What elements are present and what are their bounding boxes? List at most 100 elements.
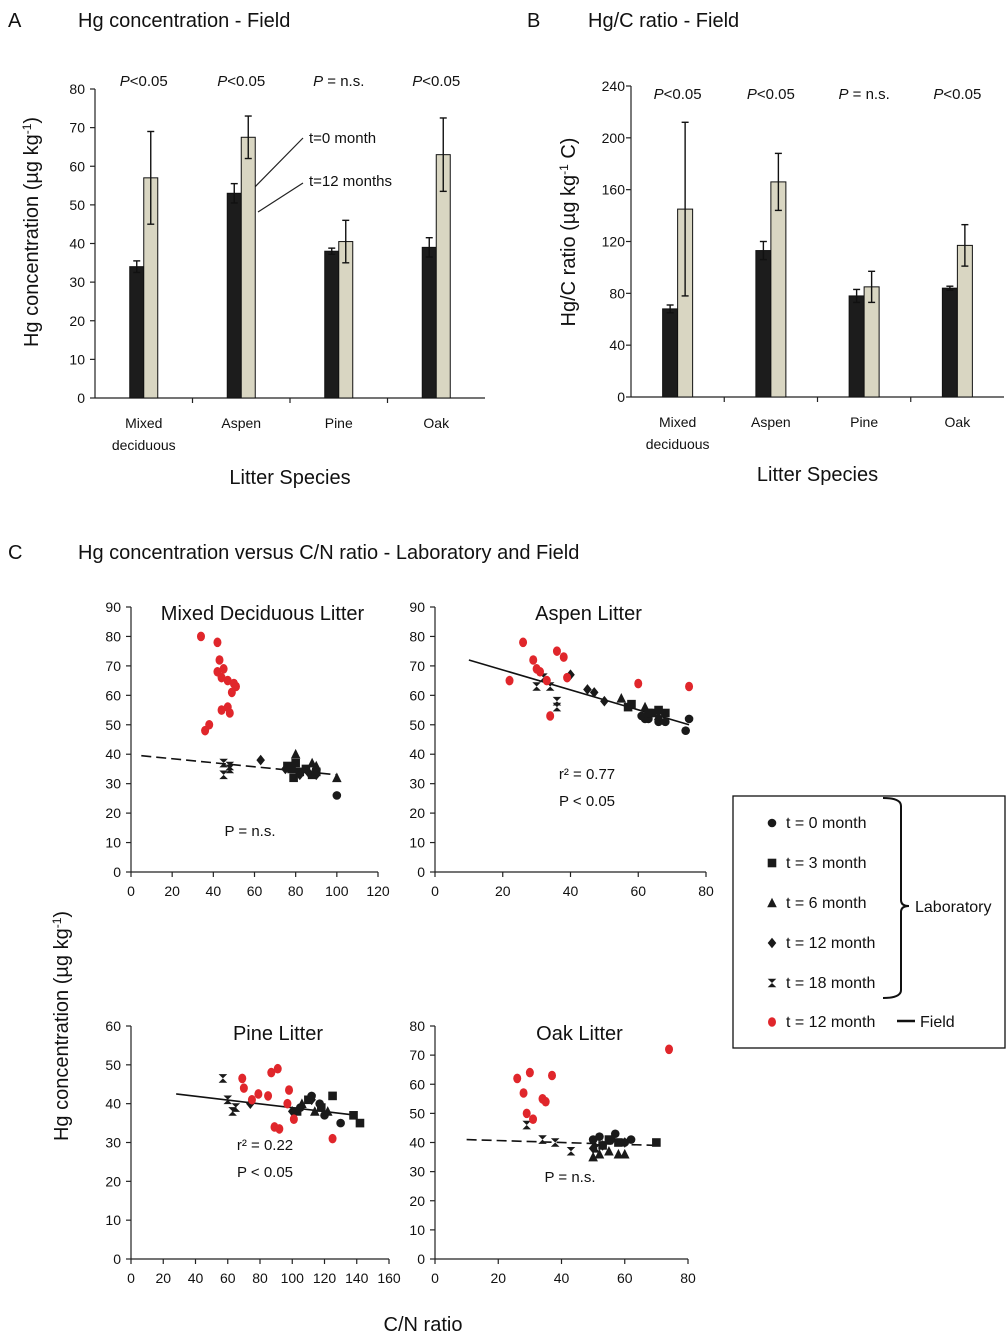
y-tick-label: 50: [69, 197, 85, 213]
lab-point: [652, 1138, 661, 1147]
stat-label: P < 0.05: [559, 793, 615, 810]
lab-point: [332, 791, 342, 800]
legend: t = 0 month t = 3 month t = 6 month t = 12 …: [732, 795, 1006, 1049]
lab-point: [297, 1098, 307, 1108]
y-tick-label: 60: [409, 687, 425, 703]
y-tick-label: 10: [105, 835, 121, 851]
category-label: Mixed: [125, 415, 162, 431]
bar: [240, 136, 256, 399]
y-tick-label: 0: [617, 389, 625, 405]
lab-point: [219, 758, 228, 768]
legend-item-label: t = 6 month: [786, 895, 867, 912]
lab-point: [223, 1095, 233, 1105]
stat-label: r² = 0.77: [559, 766, 615, 783]
legend-item-label: t = 3 month: [786, 855, 867, 872]
lab-point: [616, 692, 627, 703]
scatter-c4: 0 10 20 30 40 50 60 70 80 0 20 40 60 80 Oak Litter P = …: [409, 1018, 696, 1286]
panel-a-series-callouts: t=0 month t=12 months: [244, 130, 392, 213]
lab-point: [283, 761, 292, 771]
field-point: [217, 672, 226, 683]
plot-title: Mixed Deciduous Litter: [161, 603, 365, 625]
field-point: [685, 681, 694, 692]
callout-line-t12: [257, 182, 304, 213]
field-point: [247, 1094, 256, 1105]
y-tick-label: 40: [105, 1096, 121, 1112]
lab-point: [594, 1148, 605, 1159]
bar-chart-b: 0 40 80 120 160 200 240 Mixed deciduous P<0.05 Asp…: [557, 78, 1004, 486]
field-point: [529, 655, 538, 665]
scatter-x-axis-label: C/N ratio: [384, 1314, 463, 1336]
y-tick-label: 20: [105, 1173, 121, 1189]
legend-laboratory-bracket: [882, 797, 910, 999]
lab-point: [654, 705, 663, 715]
lab-point: [598, 1140, 607, 1151]
x-tick-label: 20: [495, 883, 511, 899]
legend-marker: [767, 937, 777, 949]
scatter-c2: 0 10 20 30 40 50 60 70 80 90 0 20 40 60 80 Aspen Litter…: [409, 599, 714, 899]
y-tick-label: 70: [69, 120, 85, 136]
lab-point: [311, 769, 321, 781]
x-tick-label: 120: [366, 883, 390, 899]
x-tick-label: 160: [377, 1270, 401, 1286]
field-point: [213, 637, 222, 648]
bar: [755, 250, 772, 398]
legend-marker: [768, 1017, 776, 1027]
lab-point: [310, 1106, 320, 1116]
panel-a-letter: A: [8, 10, 22, 32]
y-axis-label: Hg/C ratio (µg kg-1 C): [557, 138, 580, 327]
lab-point: [550, 1138, 560, 1147]
lab-point: [614, 1138, 623, 1147]
field-point: [665, 1044, 674, 1055]
lab-point: [225, 761, 235, 771]
lab-point: [589, 687, 599, 698]
lab-point: [218, 1074, 228, 1083]
y-tick-label: 10: [409, 1222, 425, 1238]
bar: [941, 287, 958, 398]
callout-label-t12: t=12 months: [309, 173, 392, 190]
field-point: [289, 1114, 298, 1124]
category-label: deciduous: [112, 437, 176, 453]
field-point: [217, 705, 226, 715]
callout-label-t0: t=0 month: [309, 130, 376, 147]
y-tick-label: 60: [105, 687, 121, 703]
field-point: [225, 708, 234, 718]
lab-point: [661, 717, 670, 727]
x-axis-label: Litter Species: [229, 467, 350, 489]
lab-point: [281, 763, 290, 775]
lab-point: [637, 711, 646, 721]
lab-point: [291, 758, 300, 768]
y-tick-label: 30: [105, 1135, 121, 1151]
plot-title: Aspen Litter: [535, 603, 642, 625]
field-point: [529, 1114, 538, 1124]
x-tick-label: 20: [155, 1270, 171, 1286]
field-point: [273, 1063, 282, 1074]
y-tick-label: 80: [105, 628, 121, 644]
x-tick-label: 100: [281, 1270, 305, 1286]
plot-title: Oak Litter: [536, 1023, 623, 1045]
lab-point: [681, 726, 690, 735]
x-tick-label: 40: [188, 1270, 204, 1286]
y-tick-label: 40: [409, 1135, 425, 1151]
bar: [421, 246, 437, 399]
legend-marker: [767, 978, 777, 988]
lab-point: [316, 1103, 326, 1112]
stat-label: P = n.s.: [224, 823, 275, 840]
y-tick-label: 80: [409, 628, 425, 644]
x-tick-label: 60: [630, 883, 646, 899]
y-tick-label: 60: [105, 1018, 121, 1034]
bar: [662, 308, 679, 398]
field-point: [559, 652, 568, 662]
lab-point: [311, 760, 322, 771]
y-tick-label: 90: [105, 599, 121, 615]
lab-point: [613, 1148, 624, 1159]
x-axis-label: Litter Species: [757, 464, 878, 486]
y-tick-label: 60: [409, 1076, 425, 1092]
bar: [129, 266, 145, 399]
y-tick-label: 0: [77, 390, 85, 406]
y-tick-label: 80: [69, 81, 85, 97]
panel-b-letter: B: [527, 10, 540, 32]
x-tick-label: 140: [345, 1270, 369, 1286]
lab-point: [336, 1118, 345, 1128]
x-tick-label: 80: [698, 883, 714, 899]
